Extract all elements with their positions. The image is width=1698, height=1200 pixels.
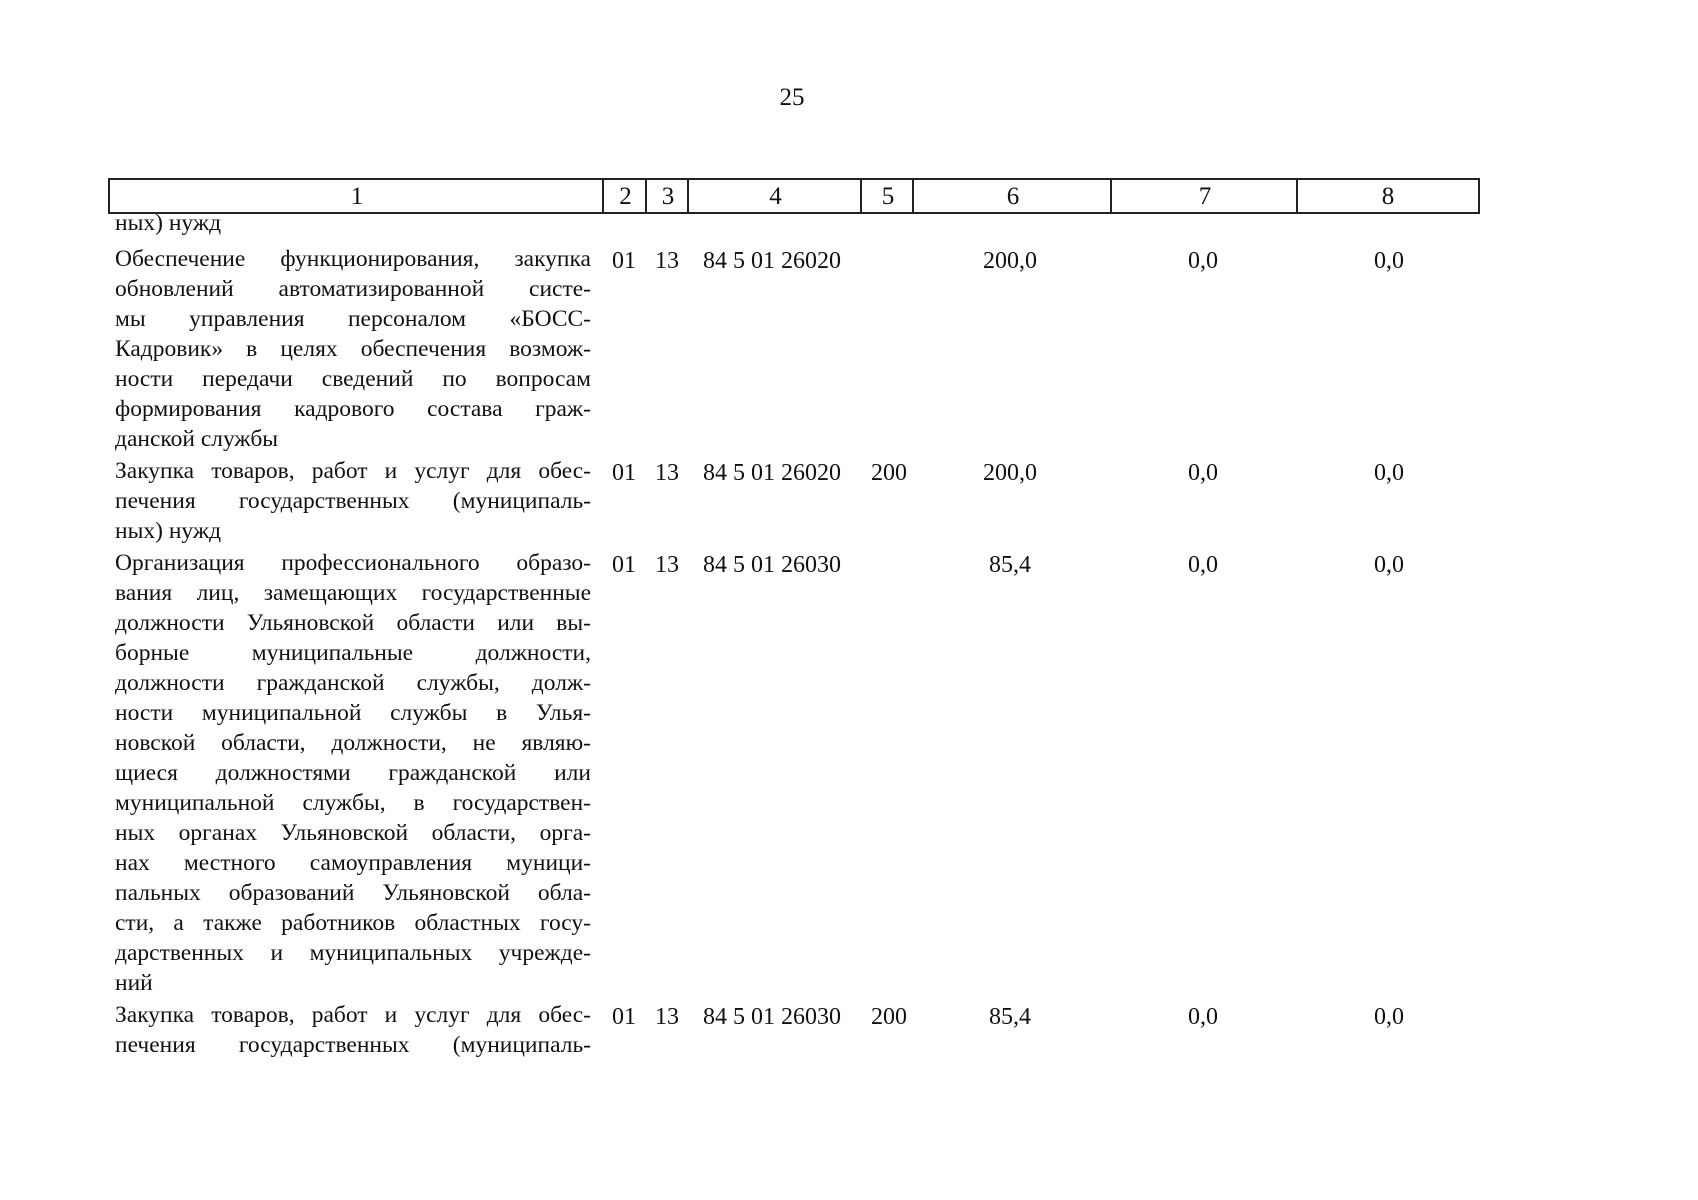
description-line: должности Ульяновской области или вы- — [115, 610, 591, 636]
description-line: мы управления персоналом «БОСС- — [115, 306, 591, 332]
cell-col-7: 0,0 — [1188, 552, 1218, 578]
cell-col-6: 200,0 — [983, 460, 1037, 486]
description-line: ности муниципальной службы в Улья- — [115, 700, 591, 726]
cell-col-3: 13 — [655, 460, 679, 486]
page-number: 25 — [779, 84, 805, 111]
description-line: печения государственных (муниципаль- — [115, 1032, 591, 1058]
cell-col-4: 84 5 01 26030 — [703, 552, 841, 578]
description-line: ных органах Ульяновской области, орга- — [115, 820, 591, 846]
description-line: щиеся должностями гражданской или — [115, 760, 591, 786]
row-description: Закупка товаров, работ и услуг для обес-… — [115, 456, 591, 546]
row-description: ных) нужд — [115, 208, 591, 238]
column-header-2: 2 — [602, 178, 647, 214]
column-header-6: 6 — [912, 178, 1112, 214]
description-line: обновлений автоматизированной систе- — [115, 276, 591, 302]
cell-col-7: 0,0 — [1188, 1004, 1218, 1030]
description-line: нах местного самоуправления муници- — [115, 850, 591, 876]
cell-col-3: 13 — [655, 552, 679, 578]
cell-col-6: 85,4 — [989, 1004, 1031, 1030]
cell-col-2: 01 — [612, 1004, 636, 1030]
description-line: Закупка товаров, работ и услуг для обес- — [115, 458, 591, 484]
description-line: ных) нужд — [115, 518, 222, 544]
cell-col-8: 0,0 — [1374, 460, 1404, 486]
description-line: должности гражданской службы, долж- — [115, 670, 591, 696]
cell-col-8: 0,0 — [1374, 552, 1404, 578]
cell-col-7: 0,0 — [1188, 248, 1218, 274]
description-line: Кадровик» в целях обеспечения возмож- — [115, 336, 591, 362]
description-line: ных) нужд — [115, 210, 222, 236]
cell-col-2: 01 — [612, 460, 636, 486]
cell-col-3: 13 — [655, 248, 679, 274]
description-line: ний — [115, 970, 153, 996]
row-description: Обеспечение функционирования, закупка обн… — [115, 244, 591, 454]
cell-col-4: 84 5 01 26020 — [703, 460, 841, 486]
cell-col-2: 01 — [612, 248, 636, 274]
description-line: вания лиц, замещающих государственные — [115, 580, 591, 606]
description-line: сти, а также работников областных госу- — [115, 910, 591, 936]
cell-col-5: 200 — [871, 1004, 907, 1030]
cell-col-3: 13 — [655, 1004, 679, 1030]
description-line: Обеспечение функционирования, закупка — [115, 246, 591, 272]
cell-col-8: 0,0 — [1374, 248, 1404, 274]
cell-col-5: 200 — [871, 460, 907, 486]
description-line: муниципальной службы, в государствен- — [115, 790, 591, 816]
cell-col-4: 84 5 01 26030 — [703, 1004, 841, 1030]
description-line: дарственных и муниципальных учрежде- — [115, 940, 591, 966]
cell-col-2: 01 — [612, 552, 636, 578]
description-line: новской области, должности, не являю- — [115, 730, 591, 756]
column-header-5: 5 — [860, 178, 914, 214]
column-header-4: 4 — [687, 178, 862, 214]
cell-col-6: 200,0 — [983, 248, 1037, 274]
cell-col-8: 0,0 — [1374, 1004, 1404, 1030]
description-line: борные муниципальные должности, — [115, 640, 591, 666]
column-header-8: 8 — [1296, 178, 1480, 214]
column-header-1: 1 — [108, 178, 604, 214]
description-line: пальных образований Ульяновской обла- — [115, 880, 591, 906]
description-line: печения государственных (муниципаль- — [115, 488, 591, 514]
description-line: Организация профессионального образо- — [115, 550, 591, 576]
description-line: формирования кадрового состава граж- — [115, 396, 591, 422]
column-header-3: 3 — [645, 178, 689, 214]
description-line: Закупка товаров, работ и услуг для обес- — [115, 1002, 591, 1028]
row-description: Закупка товаров, работ и услуг для обес-… — [115, 1000, 591, 1060]
cell-col-6: 85,4 — [989, 552, 1031, 578]
description-line: ности передачи сведений по вопросам — [115, 366, 591, 392]
column-header-7: 7 — [1110, 178, 1298, 214]
description-line: данской службы — [115, 426, 279, 452]
cell-col-4: 84 5 01 26020 — [703, 248, 841, 274]
row-description: Организация профессионального образо-ван… — [115, 548, 591, 998]
cell-col-7: 0,0 — [1188, 460, 1218, 486]
